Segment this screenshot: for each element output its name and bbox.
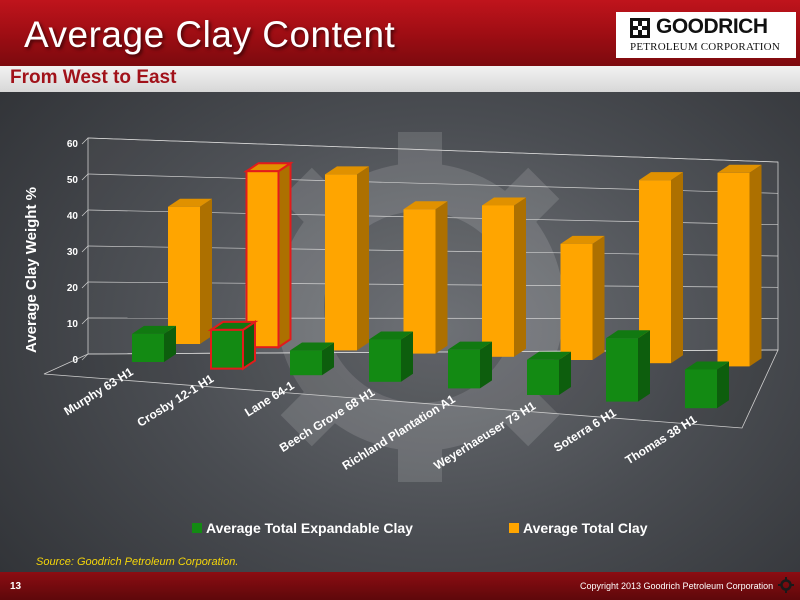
y-tick-label: 30 bbox=[67, 247, 79, 258]
logo-subline: PETROLEUM CORPORATION bbox=[630, 41, 780, 53]
gridline-side bbox=[81, 137, 89, 145]
bar-total-clay bbox=[560, 235, 605, 360]
gridline-side bbox=[81, 245, 89, 253]
slide-title: Average Clay Content bbox=[24, 14, 396, 55]
source-note: Source: Goodrich Petroleum Corporation. bbox=[36, 556, 239, 568]
bar-total-clay bbox=[403, 201, 448, 354]
gridline bbox=[87, 137, 779, 163]
page-number: 13 bbox=[10, 581, 22, 592]
bar-expandable-clay bbox=[527, 351, 571, 395]
y-tick-label: 10 bbox=[67, 319, 79, 330]
y-tick-label: 40 bbox=[67, 211, 79, 222]
y-tick-label: 0 bbox=[72, 355, 78, 366]
bar-total-clay bbox=[482, 197, 526, 357]
bar-total-clay bbox=[325, 166, 369, 351]
y-tick-label: 50 bbox=[67, 175, 79, 186]
legend-label-total: Average Total Clay bbox=[523, 520, 648, 536]
slide-footer-band bbox=[0, 572, 800, 600]
slide-subtitle: From West to East bbox=[10, 67, 177, 88]
y-axis-title: Average Clay Weight % bbox=[23, 187, 40, 353]
bar-expandable-clay bbox=[132, 325, 176, 362]
company-logo: GOODRICH PETROLEUM CORPORATION bbox=[616, 12, 796, 58]
y-tick-label: 60 bbox=[67, 139, 79, 150]
logo-mark-icon bbox=[630, 18, 650, 38]
legend-swatch-expandable bbox=[192, 523, 202, 533]
bar-expandable-clay bbox=[290, 342, 334, 376]
legend-label-expandable: Average Total Expandable Clay bbox=[206, 520, 413, 536]
bar-total-clay bbox=[168, 198, 212, 344]
gridline-side bbox=[81, 317, 89, 325]
copyright-text: Copyright 2013 Goodrich Petroleum Corpor… bbox=[580, 581, 774, 591]
bar-expandable-clay bbox=[448, 341, 492, 389]
bar-expandable-clay bbox=[606, 330, 650, 402]
bar-total-clay bbox=[717, 164, 762, 367]
legend-swatch-total bbox=[509, 523, 519, 533]
logo-name: GOODRICH bbox=[656, 15, 768, 38]
y-tick-label: 20 bbox=[67, 283, 79, 294]
gridline-side bbox=[81, 209, 89, 217]
gridline-side bbox=[81, 353, 89, 361]
bar-expandable-clay bbox=[207, 320, 259, 371]
gear-icon bbox=[778, 577, 794, 593]
bar-expandable-clay bbox=[369, 331, 413, 382]
subtitle-band bbox=[0, 66, 800, 92]
bar-expandable-clay bbox=[685, 361, 729, 409]
watermark-gear-icon bbox=[245, 132, 595, 482]
gridline-side bbox=[81, 281, 89, 289]
gridline-side bbox=[81, 173, 89, 181]
bar-total-clay bbox=[243, 161, 294, 350]
